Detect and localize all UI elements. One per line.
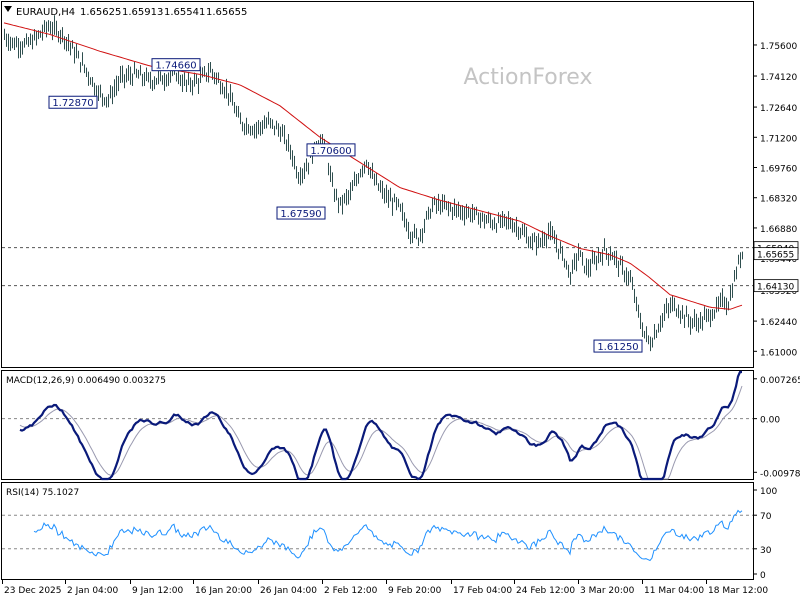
rsi-tick-label: 0 (760, 571, 766, 581)
close-value: 1.65655 (206, 7, 247, 18)
rsi-panel-frame (1, 482, 754, 580)
time-tick-label: 17 Feb 04:00 (453, 586, 512, 596)
level-price-label: 1.64130 (757, 283, 794, 293)
price-tick-label: 1.69760 (760, 165, 797, 175)
price-annotation: 1.74660 (151, 58, 201, 72)
price-tick-label: 1.75600 (760, 42, 797, 52)
price-annotation: 1.70600 (306, 143, 356, 157)
high-value: 1.65913 (122, 7, 163, 18)
low-value: 1.65541 (164, 7, 205, 18)
price-panel-frame (1, 1, 754, 368)
price-tick-label: 1.66880 (760, 225, 797, 235)
price-tick-label: 1.74120 (760, 73, 797, 83)
rsi-line (33, 509, 743, 562)
rsi-tick-label: 70 (760, 512, 772, 522)
annotation-label: 1.72870 (52, 98, 93, 109)
annotation-box (151, 58, 201, 72)
time-tick-label: 16 Jan 20:00 (195, 586, 252, 596)
price-tick-label: 1.68320 (760, 195, 797, 205)
price-tick-label: 1.63920 (760, 287, 797, 297)
time-tick-label: 9 Feb 20:00 (388, 586, 442, 596)
time-tick-label: 26 Jan 04:00 (260, 586, 317, 596)
annotation-label: 1.70600 (310, 146, 351, 157)
price-annotation: 1.61250 (593, 339, 643, 353)
price-tick-label: 1.71200 (760, 134, 797, 144)
macd-tick-label: -0.00978 (760, 469, 800, 479)
price-annotation: 1.72870 (48, 95, 98, 109)
time-axis: 23 Dec 2025 2 Jan 04:00 9 Jan 12:00 16 Jan … (2, 579, 768, 596)
price-header: EURAUD,H4 1.65625 1.65913 1.65541 1.6565… (4, 6, 247, 18)
annotation-label: 1.74660 (155, 61, 196, 72)
time-tick-label: 2 Feb 12:00 (324, 586, 378, 596)
rsi-tick-label: 100 (760, 487, 777, 497)
macd-tick-label: 0.007265 (760, 376, 800, 386)
macd-series: 0.007265 0.00 -0.00978 (2, 370, 800, 481)
watermark: ActionForex (464, 65, 593, 90)
annotation-label: 1.61250 (597, 342, 638, 353)
current-price-box (753, 247, 799, 261)
time-tick-label: 18 Mar 12:00 (708, 586, 768, 596)
price-tick-label: 1.62440 (760, 318, 797, 328)
price-tick-label: 1.61000 (760, 348, 797, 358)
moving-average-line (3, 22, 743, 310)
time-tick-label: 3 Mar 20:00 (580, 586, 635, 596)
rsi-series: 100 70 30 0 (2, 487, 777, 581)
macd-tick-label: 0.00 (760, 416, 780, 426)
current-price-label: 1.65655 (757, 251, 794, 261)
macd-line (19, 370, 742, 481)
annotation-box (48, 95, 98, 109)
annotation-box (276, 206, 326, 220)
price-axis: 1.75600 1.74120 1.72640 1.71200 1.69760 1.683… (753, 42, 799, 358)
time-tick-label: 2 Jan 04:00 (67, 586, 119, 596)
rsi-tick-label: 30 (760, 546, 772, 556)
time-tick-label: 23 Dec 2025 (4, 586, 62, 596)
price-series: 1.74660 1.72870 1.70600 1.67590 1.61250 (2, 15, 753, 353)
collapse-arrow-icon[interactable] (4, 6, 12, 12)
symbol-label: EURAUD,H4 (16, 7, 75, 18)
time-tick-label: 11 Mar 04:00 (644, 586, 704, 596)
price-annotation: 1.67590 (276, 206, 326, 220)
rsi-title: RSI(14) 75.1027 (6, 488, 79, 498)
macd-panel-frame (1, 370, 754, 480)
level-price-box (753, 279, 799, 293)
time-tick-label: 24 Feb 12:00 (516, 586, 575, 596)
macd-title: MACD(12,26,9) 0.006490 0.003275 (6, 376, 166, 386)
price-tick-label: 1.65440 (760, 255, 797, 265)
price-tick-label: 1.72640 (760, 104, 797, 114)
annotation-box (593, 339, 643, 353)
annotation-box (306, 143, 356, 157)
time-tick-label: 9 Jan 12:00 (132, 586, 184, 596)
open-value: 1.65625 (80, 7, 121, 18)
annotation-label: 1.67590 (280, 209, 321, 220)
